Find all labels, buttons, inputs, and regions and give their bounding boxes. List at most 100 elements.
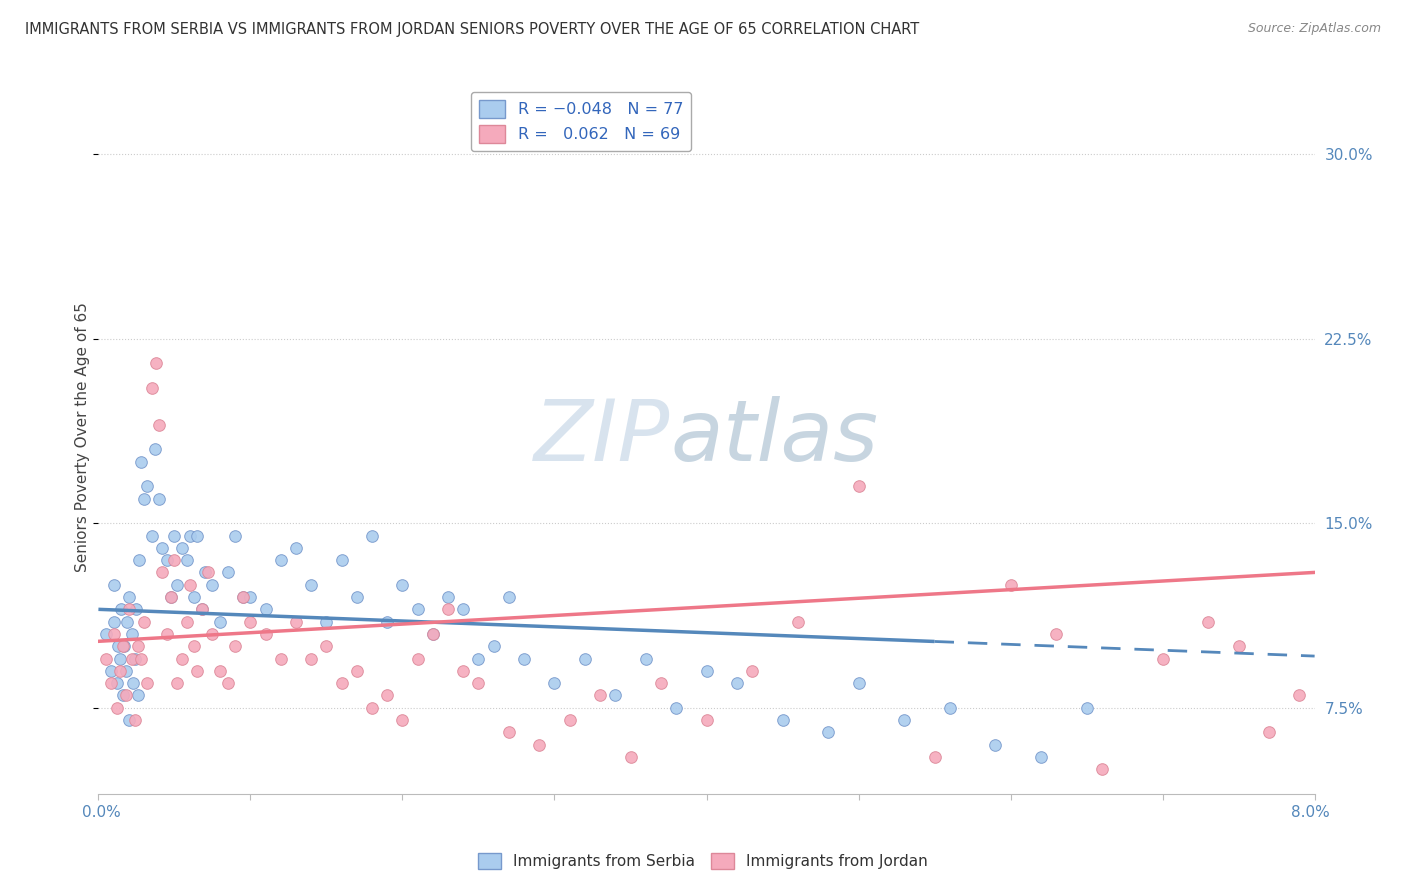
- Point: [543, 676, 565, 690]
- Point: [217, 676, 239, 690]
- Point: [179, 528, 201, 542]
- Point: [437, 602, 460, 616]
- Point: [186, 664, 208, 678]
- Point: [786, 615, 808, 629]
- Point: [1029, 750, 1052, 764]
- Point: [232, 590, 254, 604]
- Point: [176, 615, 198, 629]
- Point: [163, 528, 186, 542]
- Point: [1197, 615, 1219, 629]
- Point: [299, 651, 322, 665]
- Point: [346, 590, 368, 604]
- Point: [619, 750, 641, 764]
- Point: [197, 566, 219, 580]
- Point: [127, 639, 149, 653]
- Point: [105, 676, 128, 690]
- Point: [166, 578, 188, 592]
- Point: [160, 590, 183, 604]
- Point: [696, 664, 718, 678]
- Point: [108, 664, 131, 678]
- Point: [346, 664, 368, 678]
- Point: [94, 651, 117, 665]
- Point: [183, 639, 205, 653]
- Point: [924, 750, 946, 764]
- Point: [179, 578, 201, 592]
- Point: [112, 639, 135, 653]
- Point: [114, 689, 136, 703]
- Point: [1152, 651, 1174, 665]
- Point: [186, 528, 208, 542]
- Point: [239, 590, 262, 604]
- Point: [103, 578, 125, 592]
- Point: [141, 528, 163, 542]
- Point: [984, 738, 1007, 752]
- Point: [128, 553, 150, 567]
- Point: [191, 602, 214, 616]
- Point: [100, 664, 122, 678]
- Point: [110, 602, 132, 616]
- Point: [163, 553, 186, 567]
- Point: [232, 590, 254, 604]
- Point: [529, 738, 551, 752]
- Point: [156, 553, 179, 567]
- Point: [270, 651, 292, 665]
- Point: [125, 602, 148, 616]
- Point: [201, 627, 224, 641]
- Point: [94, 627, 117, 641]
- Point: [239, 615, 262, 629]
- Point: [453, 664, 475, 678]
- Point: [513, 651, 536, 665]
- Point: [111, 639, 134, 653]
- Point: [224, 639, 246, 653]
- Point: [315, 639, 337, 653]
- Point: [848, 676, 870, 690]
- Point: [1045, 627, 1067, 641]
- Point: [156, 627, 179, 641]
- Legend: R = −0.048   N = 77, R =   0.062   N = 69: R = −0.048 N = 77, R = 0.062 N = 69: [471, 92, 692, 151]
- Legend: Immigrants from Serbia, Immigrants from Jordan: Immigrants from Serbia, Immigrants from …: [472, 847, 934, 875]
- Point: [143, 442, 166, 457]
- Point: [103, 615, 125, 629]
- Point: [124, 651, 146, 665]
- Point: [817, 725, 839, 739]
- Point: [741, 664, 763, 678]
- Point: [105, 700, 128, 714]
- Point: [361, 528, 384, 542]
- Point: [375, 615, 398, 629]
- Point: [254, 627, 277, 641]
- Point: [437, 590, 460, 604]
- Point: [1227, 639, 1250, 653]
- Point: [634, 651, 657, 665]
- Point: [129, 455, 152, 469]
- Point: [665, 700, 688, 714]
- Point: [132, 615, 155, 629]
- Point: [893, 713, 915, 727]
- Point: [141, 381, 163, 395]
- Point: [111, 689, 134, 703]
- Point: [422, 627, 444, 641]
- Point: [1091, 762, 1114, 776]
- Point: [375, 689, 398, 703]
- Point: [498, 590, 520, 604]
- Point: [170, 541, 193, 555]
- Point: [224, 528, 246, 542]
- Point: [114, 664, 136, 678]
- Point: [103, 627, 125, 641]
- Point: [170, 651, 193, 665]
- Point: [129, 651, 152, 665]
- Point: [136, 676, 159, 690]
- Point: [467, 676, 489, 690]
- Point: [558, 713, 581, 727]
- Text: Source: ZipAtlas.com: Source: ZipAtlas.com: [1247, 22, 1381, 36]
- Point: [118, 713, 141, 727]
- Point: [406, 651, 429, 665]
- Point: [121, 627, 143, 641]
- Point: [285, 615, 308, 629]
- Text: atlas: atlas: [671, 395, 877, 479]
- Point: [148, 491, 170, 506]
- Point: [136, 479, 159, 493]
- Point: [217, 566, 239, 580]
- Point: [605, 689, 627, 703]
- Point: [254, 602, 277, 616]
- Point: [209, 664, 232, 678]
